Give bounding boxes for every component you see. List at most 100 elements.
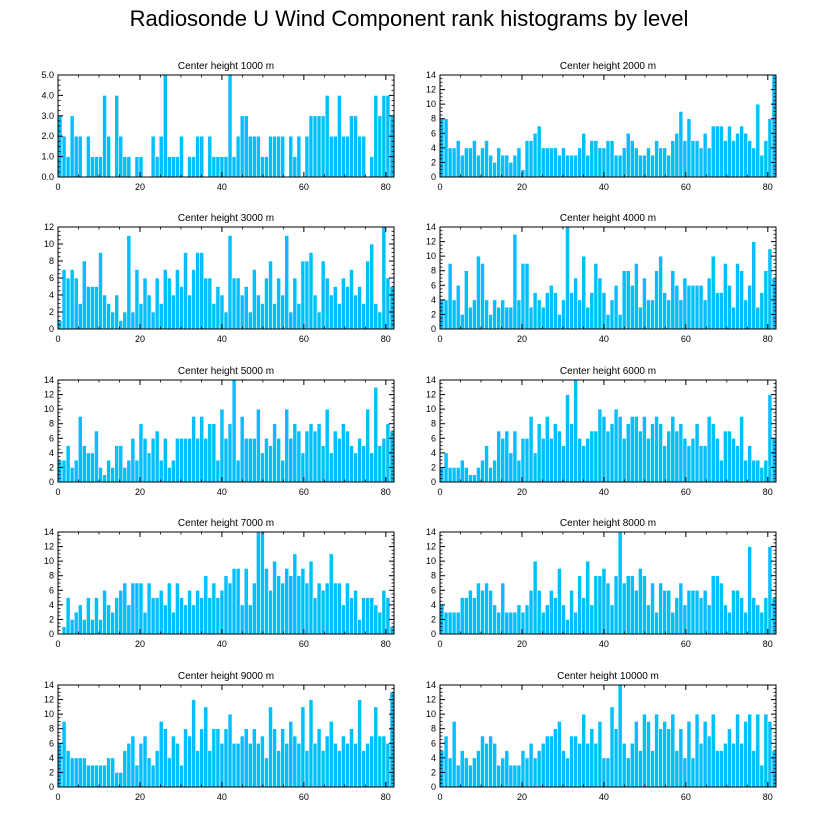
histogram-bar [646,147,651,178]
histogram-bar [585,154,591,178]
y-tick-label: 10 [44,556,54,566]
histogram-bar [332,286,338,330]
histogram-bar [252,135,257,178]
histogram-bar [211,582,217,635]
histogram-bar [94,764,99,788]
histogram-bar [324,277,330,330]
histogram-bar [597,721,603,788]
x-tick-label: 80 [381,334,391,344]
y-tick-label: 1.0 [41,152,54,162]
histogram-bar [710,713,716,788]
y-tick-label: 2 [431,157,436,167]
histogram-bar [98,764,103,788]
histogram-bar [573,735,578,788]
y-tick-label: 8 [431,266,436,276]
histogram-bar [451,299,457,330]
histogram-bar [512,764,518,788]
histogram-bar [540,437,546,483]
histogram-bar [353,589,358,635]
histogram-bar [621,147,627,178]
histogram-bar [276,135,281,178]
histogram-bar [361,135,366,178]
x-tick-label: 20 [135,334,145,344]
histogram-bar [320,445,326,483]
histogram-bar [187,294,192,330]
histogram-bar [292,423,298,483]
histogram-bar [714,125,720,178]
y-tick-label: 14 [426,222,436,232]
histogram-bar [114,445,120,483]
histogram-bar [175,742,180,788]
histogram-bar [540,611,546,635]
panel-title: Center height 9000 m [178,671,274,682]
histogram-bar [272,135,277,178]
histogram-bar [332,742,338,788]
histogram-bar [81,445,87,483]
y-tick-label: 4 [49,600,54,610]
histogram-bar [719,750,724,788]
histogram-bar [662,445,668,483]
histogram-bar [247,742,253,788]
histogram-bar [484,299,489,330]
histogram-bar [472,299,477,330]
histogram-bar [451,611,457,635]
histogram-bar [650,154,655,178]
y-tick-label: 12 [426,695,436,705]
histogram-bar [743,611,748,635]
histogram-bar [706,277,712,330]
histogram-bar [211,423,217,483]
y-tick-label: 0 [49,782,54,792]
histogram-bar [492,742,497,788]
histogram-bar [581,132,587,178]
histogram-bar [215,459,221,483]
histogram-bar [617,154,623,178]
histogram-bar [698,445,704,483]
histogram-bar [617,684,623,788]
histogram-bar [102,95,107,178]
histogram-panel: Center height 1000 m 0.0 1.0 2.0 3.0 4.0 5.0 0 2… [41,61,395,192]
histogram-bar [69,467,75,483]
histogram-bar [231,379,237,483]
histogram-bar [377,311,383,330]
histogram-bar [377,735,383,788]
histogram-bar [252,269,257,330]
histogram-bar [621,437,627,483]
histogram-bar [686,284,692,330]
histogram-bar [110,467,115,483]
histogram-bar [593,140,599,178]
histogram-bar [227,423,233,483]
histogram-bar [106,604,111,635]
histogram-bar [468,589,473,635]
histogram-bar [496,147,502,178]
histogram-bar [524,437,530,483]
histogram-bar [638,430,643,483]
histogram-bar [577,742,582,788]
histogram-bar [472,757,477,788]
histogram-bar [73,459,79,483]
histogram-bar [532,452,538,483]
histogram-bar [629,416,635,483]
histogram-bar [353,115,358,178]
histogram-bar [158,459,164,483]
histogram-bar [520,750,526,788]
histogram-bar [690,757,696,788]
histogram-bar [500,154,506,178]
histogram-bar [162,437,168,483]
histogram-bar [320,589,326,635]
histogram-bar [203,277,209,330]
histogram-bar [361,597,366,635]
histogram-bar [553,423,558,483]
histogram-bar [288,575,294,635]
histogram-bar [585,306,591,330]
histogram-bar [122,467,128,483]
histogram-bar [130,735,136,788]
histogram-bar [577,147,582,178]
histogram-bar [134,269,140,330]
histogram-bar [207,135,213,178]
histogram-bar [504,750,510,788]
histogram-bar [548,437,554,483]
histogram-bar [377,115,383,178]
histogram-bar [341,423,346,483]
histogram-bar [260,735,265,788]
histogram-bar [118,445,124,483]
